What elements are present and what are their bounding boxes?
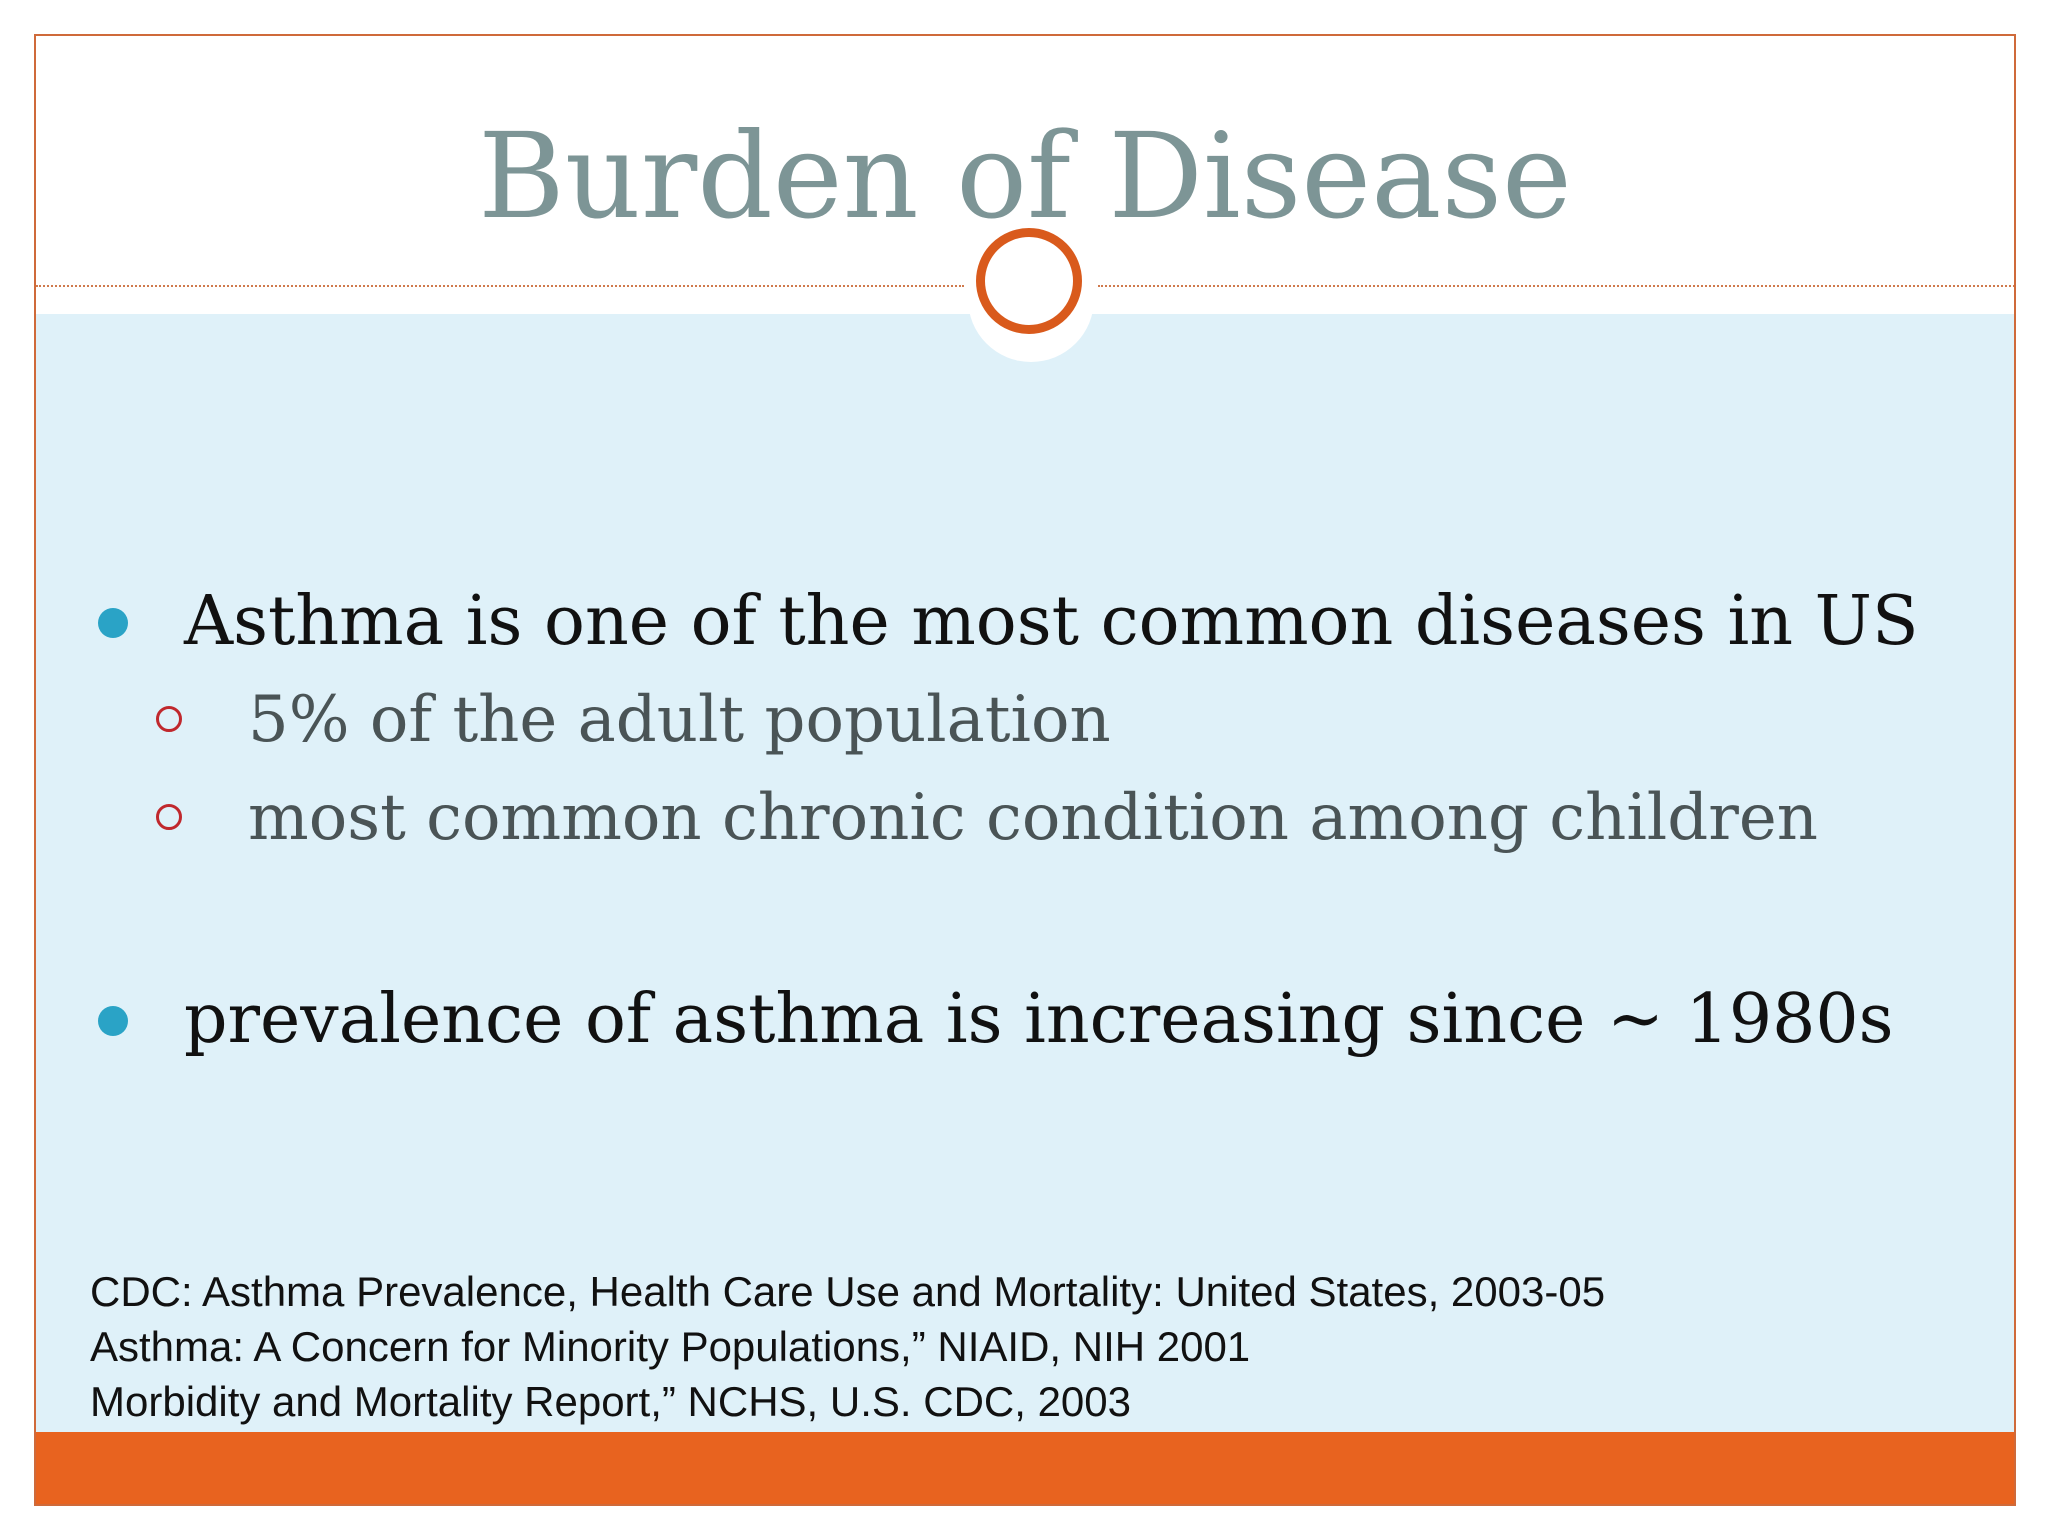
sub-bullet-ring-icon [156,804,182,830]
slide: Burden of Disease Asthma is one of the m… [34,34,2016,1506]
sub-bullet-text: most common chronic condition among chil… [248,781,1818,855]
sub-bullet-text: 5% of the adult population [248,683,1111,757]
bullet-dot-icon [98,1006,128,1036]
reference-line: Morbidity and Mortality Report,” NCHS, U… [90,1378,1131,1425]
bullet-dot-icon [98,608,128,638]
slide-title: Burden of Disease [478,107,1572,245]
title-divider-left [36,285,964,287]
sub-bullet-ring-icon [156,706,182,732]
bullet-text: Asthma is one of the most common disease… [184,582,1919,661]
title-divider-right [1098,285,2014,287]
bullet-text: prevalence of asthma is increasing since… [184,980,1894,1059]
reference-line: CDC: Asthma Prevalence, Health Care Use … [90,1268,1606,1315]
references: CDC: Asthma Prevalence, Health Care Use … [90,1264,1605,1429]
content-area [36,314,2014,1434]
footer-bar [36,1432,2014,1504]
circle-ornament-icon [976,228,1082,334]
reference-line: Asthma: A Concern for Minority Populatio… [90,1323,1251,1370]
